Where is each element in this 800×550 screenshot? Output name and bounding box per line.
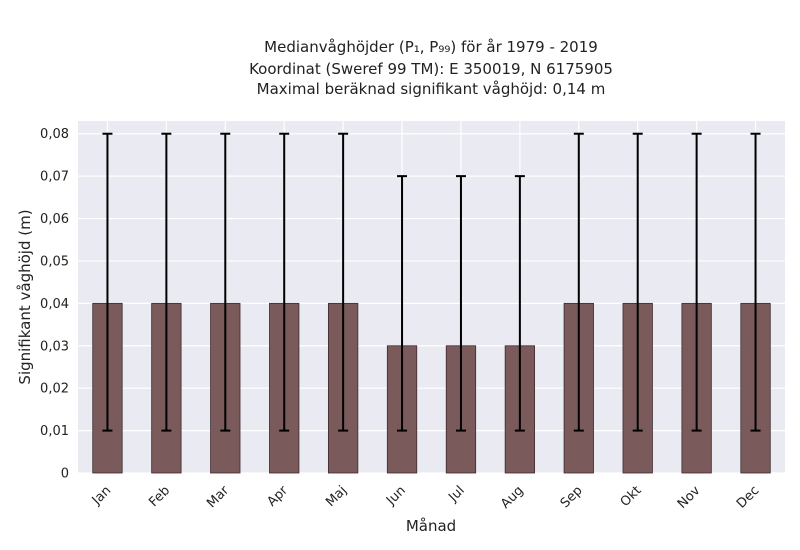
y-tick-label: 0,07 [40,170,69,185]
title-line-2: Koordinat (Sweref 99 TM): E 350019, N 61… [249,60,613,78]
error-bar-nov [691,132,702,432]
x-tick-label: Mar [204,483,232,511]
y-tick-label: 0,03 [40,339,69,354]
y-tick-label: 0 [61,467,69,482]
y-tick-label: 0,05 [40,254,69,269]
x-tick-label: Dec [734,483,762,511]
error-bar-jul [455,175,466,432]
error-bar-aug [514,175,525,432]
x-tick-label: Jul [445,483,467,505]
error-bar-jun [397,175,408,432]
y-tick-label: 0,02 [40,382,69,397]
error-bar-mar [220,132,231,432]
x-axis-label: Månad [406,517,456,535]
title-line-1: Medianvåghöjder (P₁, P₉₉) för år 1979 - … [264,38,598,56]
y-tick-label: 0,04 [40,297,69,312]
error-bar-okt [632,132,643,432]
chart-title: Medianvåghöjder (P₁, P₉₉) för år 1979 - … [249,38,613,98]
plot-area [78,121,785,473]
title-line-3: Maximal beräknad signifikant våghöjd: 0,… [257,80,606,98]
y-tick-label: 0,08 [40,127,69,142]
x-tick-label: Aug [498,483,527,512]
y-axis-ticks: 0 0,01 0,02 0,03 0,04 0,05 0,06 0,07 0,08 [40,127,69,481]
error-bar-dec [750,132,761,432]
x-tick-label: Feb [146,483,173,510]
error-bar-feb [161,132,172,432]
x-tick-label: Jan [89,483,114,508]
error-bar-jan [102,132,113,432]
y-tick-label: 0,01 [40,424,69,439]
y-tick-label: 0,06 [40,212,69,227]
error-bar-maj [338,132,349,432]
error-bar-sep [573,132,584,432]
error-bar-apr [279,132,290,432]
y-axis-label: Signifikant våghöjd (m) [16,209,34,384]
x-tick-label: Maj [323,483,350,510]
x-tick-label: Okt [618,483,645,510]
x-tick-label: Jun [383,483,409,509]
x-tick-label: Apr [265,483,292,510]
x-axis-ticks: Jan Feb Mar Apr Maj Jun Jul Aug Sep Okt Nov Dec [89,483,763,512]
x-tick-label: Sep [558,483,586,511]
error-bars [102,132,761,432]
x-tick-label: Nov [675,483,704,512]
